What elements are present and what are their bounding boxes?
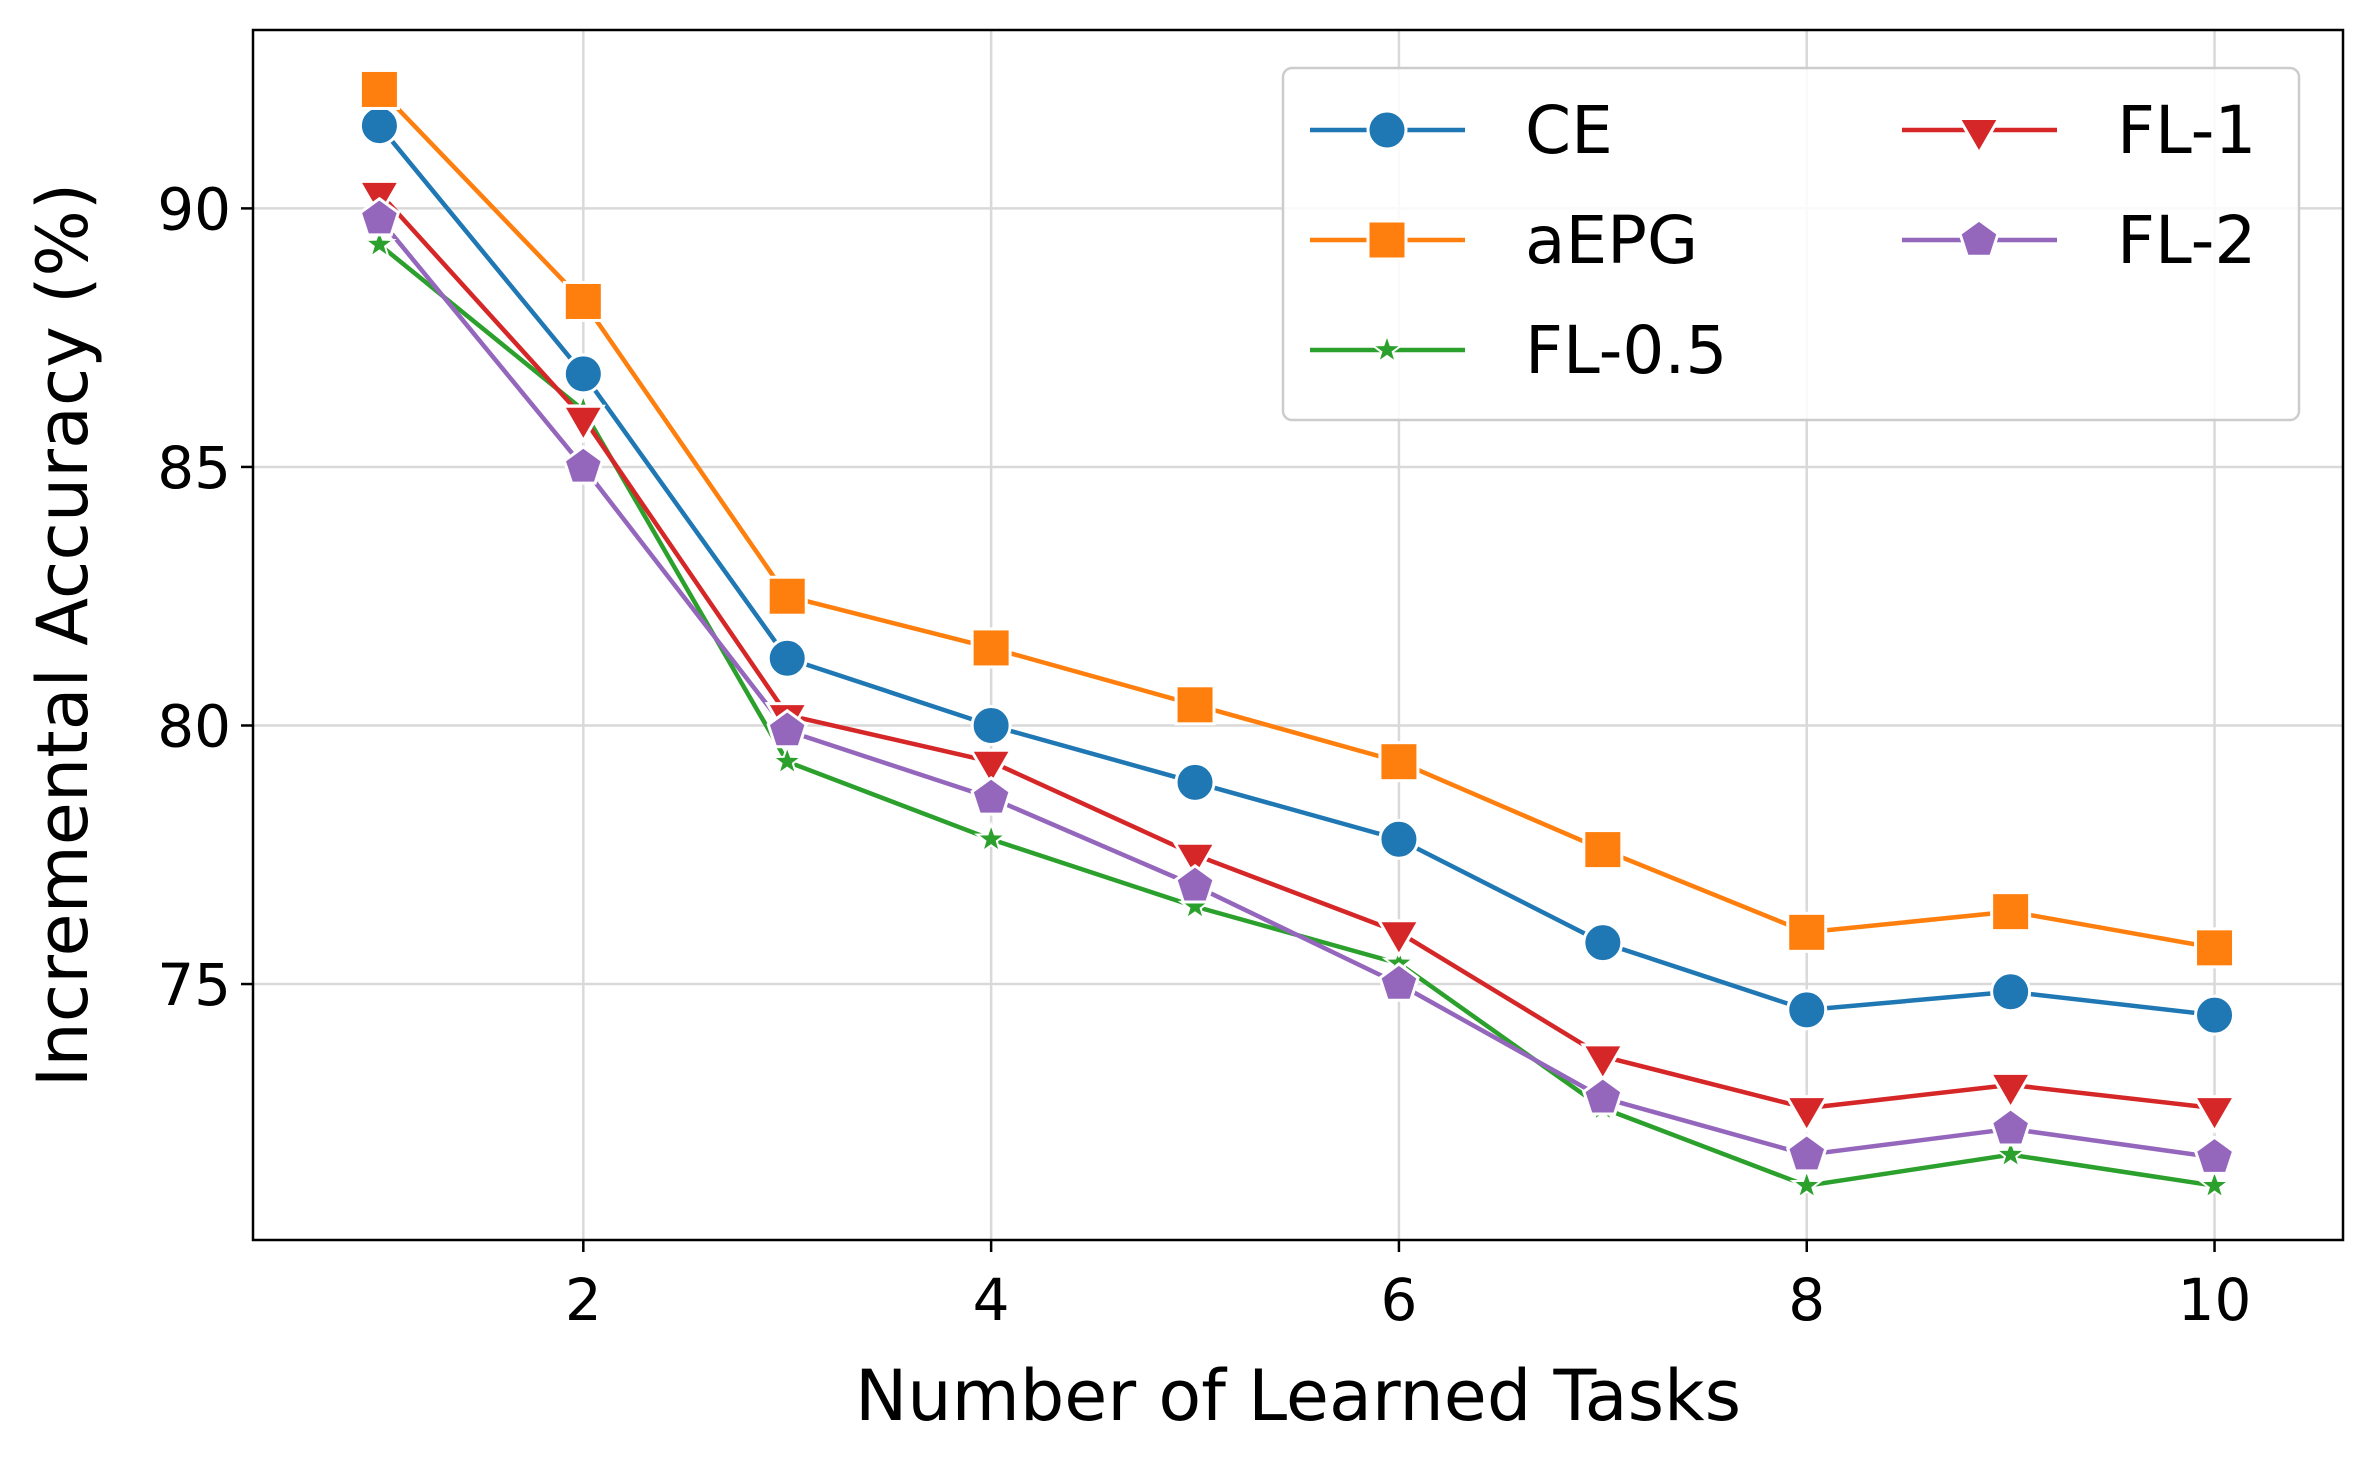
data-point-fl-1 [1376, 919, 1422, 959]
series-lines [377, 87, 2215, 1188]
legend-label-ce: CE [1525, 92, 1613, 169]
data-point-fl-2 [766, 708, 808, 749]
legend-marker-fl-2 [1958, 218, 2000, 258]
x-tick-label: 4 [973, 1266, 1010, 1334]
data-point-fl-2 [1378, 962, 1420, 1002]
data-point-aepg [1582, 829, 1624, 871]
data-point-fl-2 [2193, 1135, 2236, 1175]
legend-label-fl-1: FL-1 [2117, 92, 2256, 169]
series-line-ce [377, 124, 2215, 1018]
x-tick-label: 10 [2178, 1266, 2252, 1334]
data-point-aepg [970, 627, 1012, 669]
data-point-ce [358, 105, 400, 147]
data-point-fl-0-5 [1993, 1136, 2028, 1170]
data-point-fl-0-5 [974, 821, 1009, 854]
legend-box [1281, 66, 2301, 422]
data-point-fl-2 [562, 445, 605, 485]
legend-marker-fl-1 [1956, 117, 2002, 157]
y-tick-label: 85 [157, 434, 231, 502]
data-point-ce [1786, 989, 1828, 1031]
data-point-ce [1174, 761, 1216, 803]
data-point-ce [1990, 971, 2032, 1013]
axis-ticks: 2 4 6 8 10 75 80 85 90 [157, 175, 2251, 1334]
data-point-aepg [358, 68, 400, 110]
data-point-aepg [1174, 684, 1216, 726]
y-tick-label: 80 [157, 692, 231, 760]
data-point-fl-2 [970, 776, 1012, 816]
data-point-fl-1 [968, 748, 1014, 788]
data-point-aepg [766, 575, 808, 617]
y-tick-label: 75 [157, 951, 231, 1019]
data-point-fl-2 [358, 196, 401, 237]
data-point-fl-1 [1784, 1095, 1830, 1135]
data-point-fl-2 [1785, 1132, 1828, 1173]
series-line-aepg [377, 87, 2215, 951]
x-tick-label: 2 [565, 1266, 602, 1334]
data-point-fl-2 [1582, 1075, 1624, 1116]
x-tick-label: 8 [1788, 1266, 1825, 1334]
data-point-aepg [562, 280, 604, 322]
legend-marker-fl-0-5 [1369, 331, 1405, 365]
data-point-ce [1378, 818, 1420, 860]
data-point-ce [562, 353, 604, 395]
data-point-ce [2194, 994, 2236, 1036]
series-markers [356, 68, 2238, 1201]
data-point-fl-1 [560, 404, 606, 444]
series-line-fl-1 [377, 191, 2215, 1111]
series-line-fl-2 [377, 217, 2215, 1160]
data-point-ce [766, 637, 808, 679]
data-point-ce [970, 704, 1012, 746]
data-point-ce [1582, 922, 1624, 964]
data-point-fl-1 [1988, 1071, 2034, 1111]
plot-frame [251, 28, 2345, 1242]
y-axis-label: Incremental Accuracy (%) [22, 183, 104, 1087]
legend-label-fl-2: FL-2 [2117, 202, 2256, 279]
data-point-fl-2 [1989, 1106, 2032, 1147]
data-point-aepg [2194, 927, 2236, 969]
data-point-fl-1 [1580, 1043, 1626, 1083]
legend-marker-ce [1366, 109, 1408, 151]
data-point-fl-0-5 [770, 743, 805, 777]
data-point-fl-0-5 [2197, 1167, 2232, 1201]
data-point-aepg [1378, 741, 1420, 783]
legend: CE aEPG FL-0.5 FL-1 FL-2 [1281, 66, 2301, 422]
legend-marker-aepg [1366, 219, 1408, 261]
legend-label-aepg: aEPG [1525, 202, 1698, 279]
x-axis-label: Number of Learned Tasks [855, 1355, 1741, 1437]
data-point-aepg [1786, 911, 1828, 953]
data-point-fl-0-5 [362, 226, 397, 260]
x-tick-label: 6 [1380, 1266, 1417, 1334]
data-point-fl-1 [2192, 1095, 2238, 1135]
data-point-aepg [1990, 891, 2032, 933]
legend-label-fl-0-5: FL-0.5 [1525, 312, 1727, 389]
data-point-fl-1 [1172, 841, 1218, 881]
y-tick-label: 90 [157, 175, 231, 243]
data-point-fl-2 [1174, 863, 1216, 904]
data-point-fl-0-5 [1789, 1167, 1824, 1201]
